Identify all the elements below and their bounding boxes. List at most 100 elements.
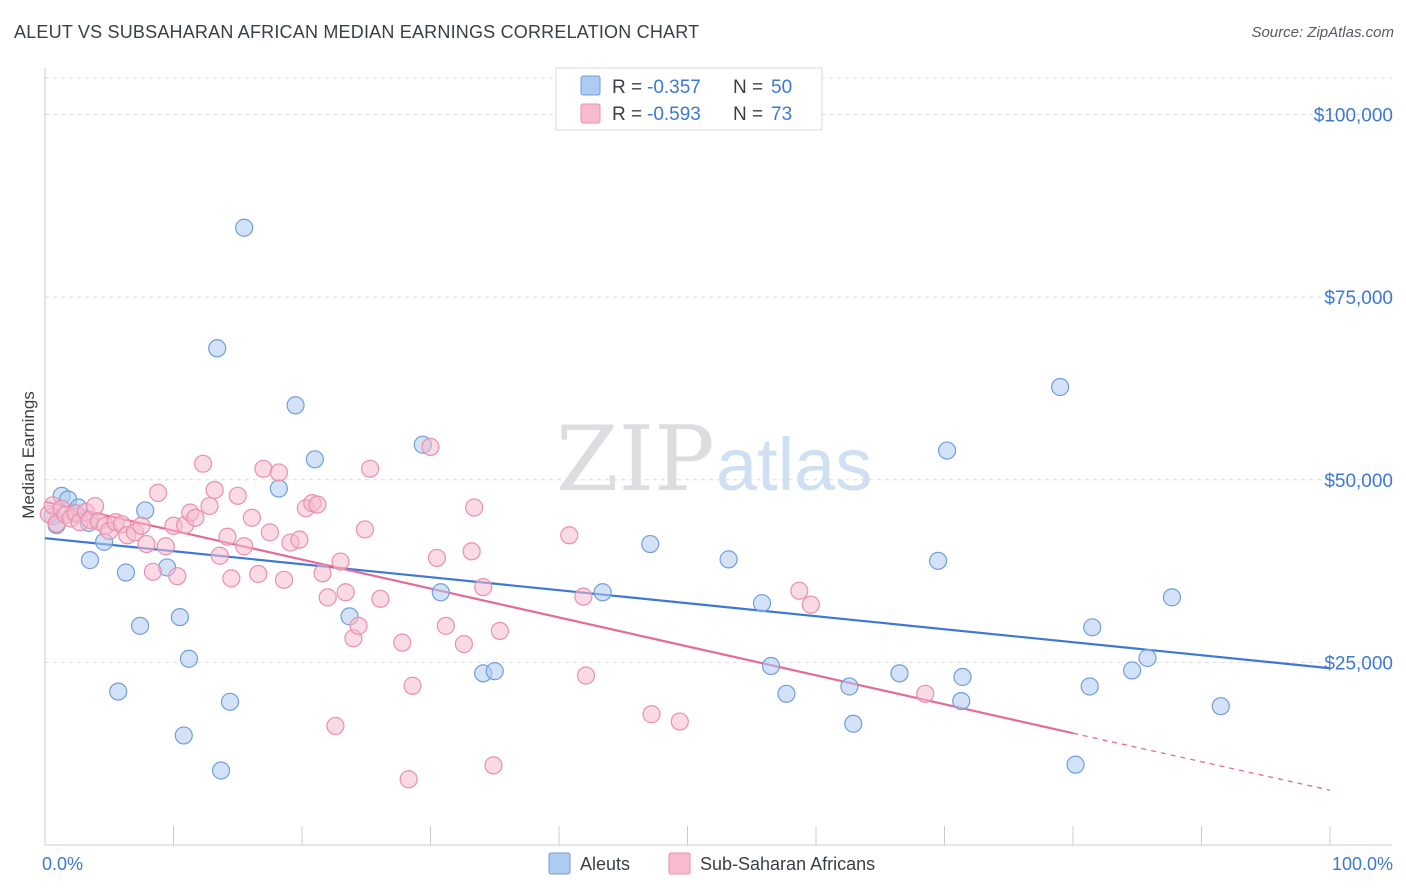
ssa-point [349, 616, 368, 635]
tick-labels: $25,000 $50,000 $75,000 $100,000 0.0% 100.0% [42, 106, 1393, 874]
aleut-point [890, 664, 909, 683]
aleut-point [286, 396, 305, 415]
watermark-atlas: atlas [716, 423, 872, 506]
aleut-point [269, 479, 288, 498]
source-note: Source: ZipAtlas.com [1251, 24, 1394, 41]
ssa-point [318, 588, 337, 607]
ssa-point [484, 756, 503, 775]
ssa-trend-extension [1072, 732, 1331, 791]
ssa-point [361, 459, 380, 478]
ssa-point [454, 635, 474, 654]
ssa-point [186, 508, 205, 527]
grid-lines [45, 77, 1392, 663]
aleut-point [116, 563, 136, 582]
ssa-point [235, 537, 254, 556]
chart-title: ALEUT VS SUBSAHARAN AFRICAN MEDIAN EARNI… [14, 22, 700, 42]
y-axis-label: Median Earnings [19, 391, 38, 519]
aleut-point [761, 656, 781, 676]
ssa-point [218, 527, 237, 546]
legend-label-ssa: Sub-Saharan Africans [700, 854, 875, 874]
stats-n-value-ssa: 73 [771, 104, 792, 125]
axes [44, 68, 1392, 846]
aleut-point [136, 501, 155, 520]
ssa-point [355, 520, 375, 539]
aleut-point [1138, 648, 1157, 668]
ssa-point [916, 684, 935, 703]
stats-legend: R = -0.357 N = 50 R = -0.593 N = 73 [555, 67, 823, 131]
aleut-point [1051, 377, 1070, 397]
aleut-point [130, 616, 150, 635]
stats-r-label-aleuts: R = [612, 77, 642, 98]
aleut-point [1066, 755, 1085, 774]
ssa-point [393, 633, 412, 652]
y-tick-label: $25,000 [1324, 653, 1393, 674]
ssa-point [308, 495, 327, 514]
ssa-point [331, 552, 350, 571]
aleut-point [641, 534, 660, 554]
y-tick-label: $50,000 [1324, 471, 1393, 492]
ssa-point [148, 483, 168, 503]
aleut-point [928, 551, 948, 570]
stats-swatch-ssa [580, 103, 601, 124]
aleut-point [208, 339, 227, 358]
aleut-point [593, 583, 612, 602]
aleut-point [109, 682, 128, 701]
stats-r-value-aleuts: -0.357 [647, 77, 701, 98]
aleut-point [1211, 697, 1230, 716]
aleut-point [937, 441, 957, 460]
ssa-point [465, 498, 484, 517]
ssa-point [86, 496, 105, 516]
aleut-point [1080, 677, 1099, 696]
ssa-point [326, 716, 345, 736]
aleut-point [305, 450, 324, 469]
x-tick-label-max: 100.0% [1332, 854, 1393, 874]
ssa-point [313, 564, 332, 583]
aleut-point [953, 667, 972, 687]
ssa-point [249, 564, 268, 584]
ssa-point [427, 548, 447, 568]
ssa-point [228, 486, 247, 505]
aleut-point [1083, 618, 1102, 637]
aleut-point [170, 607, 190, 627]
ssa-point [336, 583, 355, 602]
ssa-point [462, 542, 481, 561]
ssa-point [421, 437, 440, 456]
bottom-legend: Aleuts Sub-Saharan Africans [548, 852, 875, 875]
watermark-zip: ZIP [556, 407, 715, 512]
ssa-point [790, 581, 809, 600]
ssa-point [156, 537, 175, 556]
ssa-point [242, 508, 261, 527]
legend-label-aleuts: Aleuts [580, 854, 630, 874]
ssa-point [474, 578, 493, 597]
stats-n-label-aleuts: N = [733, 77, 763, 98]
legend-swatch-ssa [668, 852, 691, 875]
ssa-point [399, 770, 418, 789]
aleut-point [1123, 661, 1142, 680]
aleut-point [431, 583, 450, 602]
ssa-point [560, 526, 579, 545]
x-tick-label-min: 0.0% [42, 854, 83, 874]
ssa-point [222, 569, 241, 588]
ssa-point [642, 705, 661, 724]
aleut-point [174, 726, 193, 745]
aleut-point [952, 691, 971, 711]
stats-n-value-aleuts: 50 [771, 77, 792, 98]
ssa-point [274, 570, 294, 589]
trend-lines [44, 500, 1331, 791]
aleut-point [485, 662, 504, 681]
data-points [39, 218, 1230, 789]
aleut-point [179, 649, 199, 668]
ssa-point [143, 562, 163, 581]
y-tick-label: $100,000 [1314, 106, 1393, 127]
stats-swatch-aleuts [580, 75, 601, 96]
ssa-point [260, 523, 279, 542]
aleut-point [840, 677, 859, 696]
ssa-point [200, 496, 219, 516]
legend-swatch-aleuts [548, 852, 571, 875]
ssa-point [574, 587, 593, 606]
ssa-point [436, 616, 456, 635]
ssa-point [168, 567, 187, 586]
stats-r-value-ssa: -0.593 [647, 104, 701, 125]
y-tick-label: $75,000 [1324, 288, 1393, 309]
aleut-point [752, 594, 772, 613]
